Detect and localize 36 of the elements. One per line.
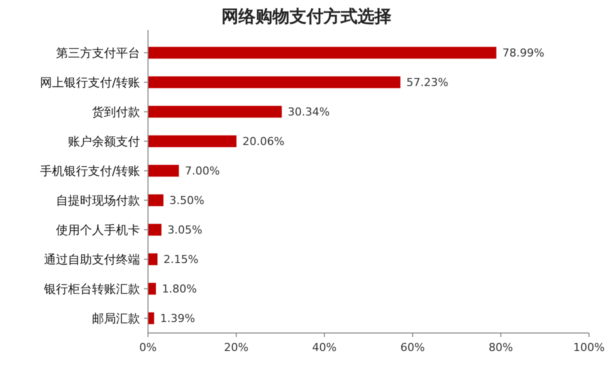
- y-tick-label: 账户余额支付: [68, 134, 140, 148]
- y-tick-label: 货到付款: [92, 104, 140, 119]
- bar: [148, 106, 282, 118]
- x-tick-label: 40%: [312, 341, 337, 354]
- x-tick-label: 100%: [573, 341, 605, 354]
- x-tick-label: 0%: [139, 341, 157, 354]
- bar: [148, 46, 496, 59]
- bar: [148, 282, 156, 295]
- y-tick-label: 手机银行支付/转账: [40, 164, 140, 178]
- bar: [148, 135, 236, 148]
- data-label: 1.80%: [162, 282, 197, 296]
- data-label: 3.50%: [169, 194, 204, 208]
- data-label: 2.15%: [163, 253, 198, 266]
- chart-title: 网络购物支付方式选择: [222, 7, 392, 27]
- bar: [148, 253, 158, 266]
- x-tick-label: 80%: [488, 341, 514, 354]
- y-tick-label: 自提时现场付款: [56, 193, 140, 208]
- x-tick-label: 60%: [400, 341, 425, 354]
- y-tick-label: 通过自助支付终端: [44, 252, 140, 266]
- bar: [148, 164, 179, 177]
- data-label: 1.39%: [160, 312, 196, 326]
- bar: [148, 224, 162, 236]
- data-label: 3.05%: [167, 224, 202, 237]
- data-label: 78.99%: [502, 46, 544, 60]
- data-label: 20.06%: [242, 135, 284, 148]
- y-tick-label: 邮局汇款: [92, 311, 140, 326]
- data-label: 30.34%: [288, 106, 330, 119]
- data-label: 7.00%: [184, 164, 220, 178]
- bar: [148, 194, 164, 206]
- y-tick-label: 网上银行支付/转账: [40, 75, 140, 90]
- y-tick-label: 银行柜台转账汇款: [43, 282, 140, 296]
- data-label: 57.23%: [406, 76, 448, 90]
- y-tick-label: 使用个人手机卡: [56, 222, 140, 237]
- x-tick-label: 20%: [224, 341, 248, 354]
- bar: [148, 76, 400, 88]
- y-tick-label: 第三方支付平台: [56, 46, 140, 60]
